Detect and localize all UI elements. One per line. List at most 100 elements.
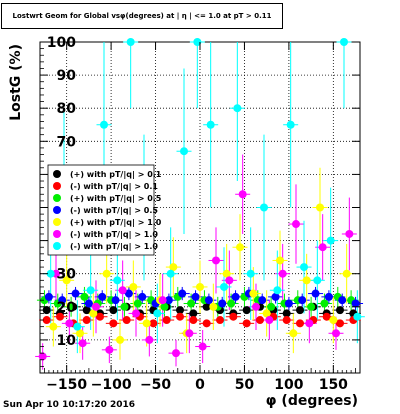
data-point [267, 302, 276, 311]
y-tick-label: 100 [47, 35, 76, 51]
legend-marker [53, 218, 61, 226]
data-point [113, 276, 122, 285]
data-point [193, 38, 202, 46]
data-point [351, 299, 360, 308]
data-point [353, 312, 362, 321]
data-point [198, 342, 207, 351]
data-point [202, 302, 211, 311]
data-point [302, 276, 311, 285]
data-point [286, 120, 295, 129]
data-point [73, 322, 82, 331]
x-tick-label: 100 [274, 377, 303, 393]
legend-marker [53, 206, 61, 214]
data-point [276, 256, 284, 265]
data-point [227, 299, 236, 308]
data-point [236, 243, 244, 252]
data-point [189, 316, 198, 325]
data-point [342, 269, 351, 278]
x-tick-label: −50 [140, 377, 171, 393]
data-point [84, 299, 93, 308]
legend-label: (-) with pT/|q| > 1.0 [70, 230, 158, 239]
data-point [111, 296, 120, 305]
data-point [176, 306, 184, 315]
data-point [42, 306, 51, 315]
data-point [311, 289, 320, 298]
data-point [229, 312, 238, 321]
data-point [313, 276, 322, 285]
data-point [324, 292, 333, 301]
data-point [187, 299, 196, 308]
data-point [149, 319, 158, 328]
data-point [345, 229, 354, 238]
data-point [278, 269, 287, 278]
legend-marker [53, 230, 61, 238]
x-tick-label: 0 [195, 377, 205, 393]
data-point [102, 269, 111, 278]
data-point [338, 296, 347, 305]
data-point [160, 302, 169, 311]
data-point [178, 289, 187, 298]
chart-title-box: Lostwrt Geom for Global vsφ(degrees) at … [1, 3, 283, 29]
data-point [189, 309, 198, 318]
x-tick-label: 150 [319, 377, 348, 393]
data-point [166, 269, 175, 278]
data-point [242, 306, 251, 315]
data-point [320, 299, 329, 308]
data-point [329, 316, 338, 325]
data-point [71, 289, 80, 298]
data-point [116, 335, 124, 344]
data-point [296, 306, 304, 315]
data-point [316, 203, 324, 212]
data-point [92, 302, 100, 311]
legend-label: (-) with pT/|q| > 0.1 [70, 182, 158, 191]
legend-label: (+) with pT/|q| > 0.1 [70, 170, 162, 179]
data-point [42, 316, 51, 325]
data-point [326, 236, 335, 245]
legend-label: (+) with pT/|q| > 1.0 [70, 218, 162, 227]
data-point [318, 243, 327, 252]
data-point [38, 352, 47, 361]
data-point [204, 296, 213, 305]
data-point [292, 220, 300, 229]
data-point [336, 306, 344, 315]
data-point [86, 286, 95, 295]
data-point [233, 104, 242, 113]
data-point [296, 319, 304, 328]
y-tick-label: 20 [57, 300, 77, 316]
data-point [242, 319, 251, 328]
data-point [96, 312, 104, 321]
data-point [273, 286, 282, 295]
data-point [138, 292, 147, 301]
data-point [120, 302, 129, 311]
data-point [305, 319, 314, 328]
data-point [124, 289, 133, 298]
legend-marker [53, 194, 61, 202]
data-point [80, 292, 89, 301]
data-point [220, 282, 228, 291]
legend-label: (-) with pT/|q| > 0.5 [70, 206, 158, 215]
data-point [216, 316, 224, 325]
x-tick-label: −150 [46, 377, 87, 393]
data-point [225, 276, 234, 285]
data-point [202, 319, 211, 328]
y-tick-label: 80 [57, 101, 77, 117]
data-point [62, 276, 71, 285]
data-point [265, 316, 274, 325]
data-point [238, 190, 247, 199]
data-point [89, 309, 98, 318]
data-point [82, 306, 91, 315]
x-tick-label: −100 [91, 377, 132, 393]
y-tick-label: 70 [57, 134, 77, 150]
data-point [100, 120, 108, 129]
data-point [218, 299, 227, 308]
data-point [191, 292, 200, 301]
data-point [180, 147, 188, 156]
data-point [307, 302, 316, 311]
data-point [118, 286, 127, 295]
data-point [246, 269, 255, 278]
data-point [58, 296, 67, 305]
data-point [78, 339, 87, 348]
legend-box [47, 164, 155, 256]
data-point [122, 316, 131, 325]
data-point [258, 296, 267, 305]
